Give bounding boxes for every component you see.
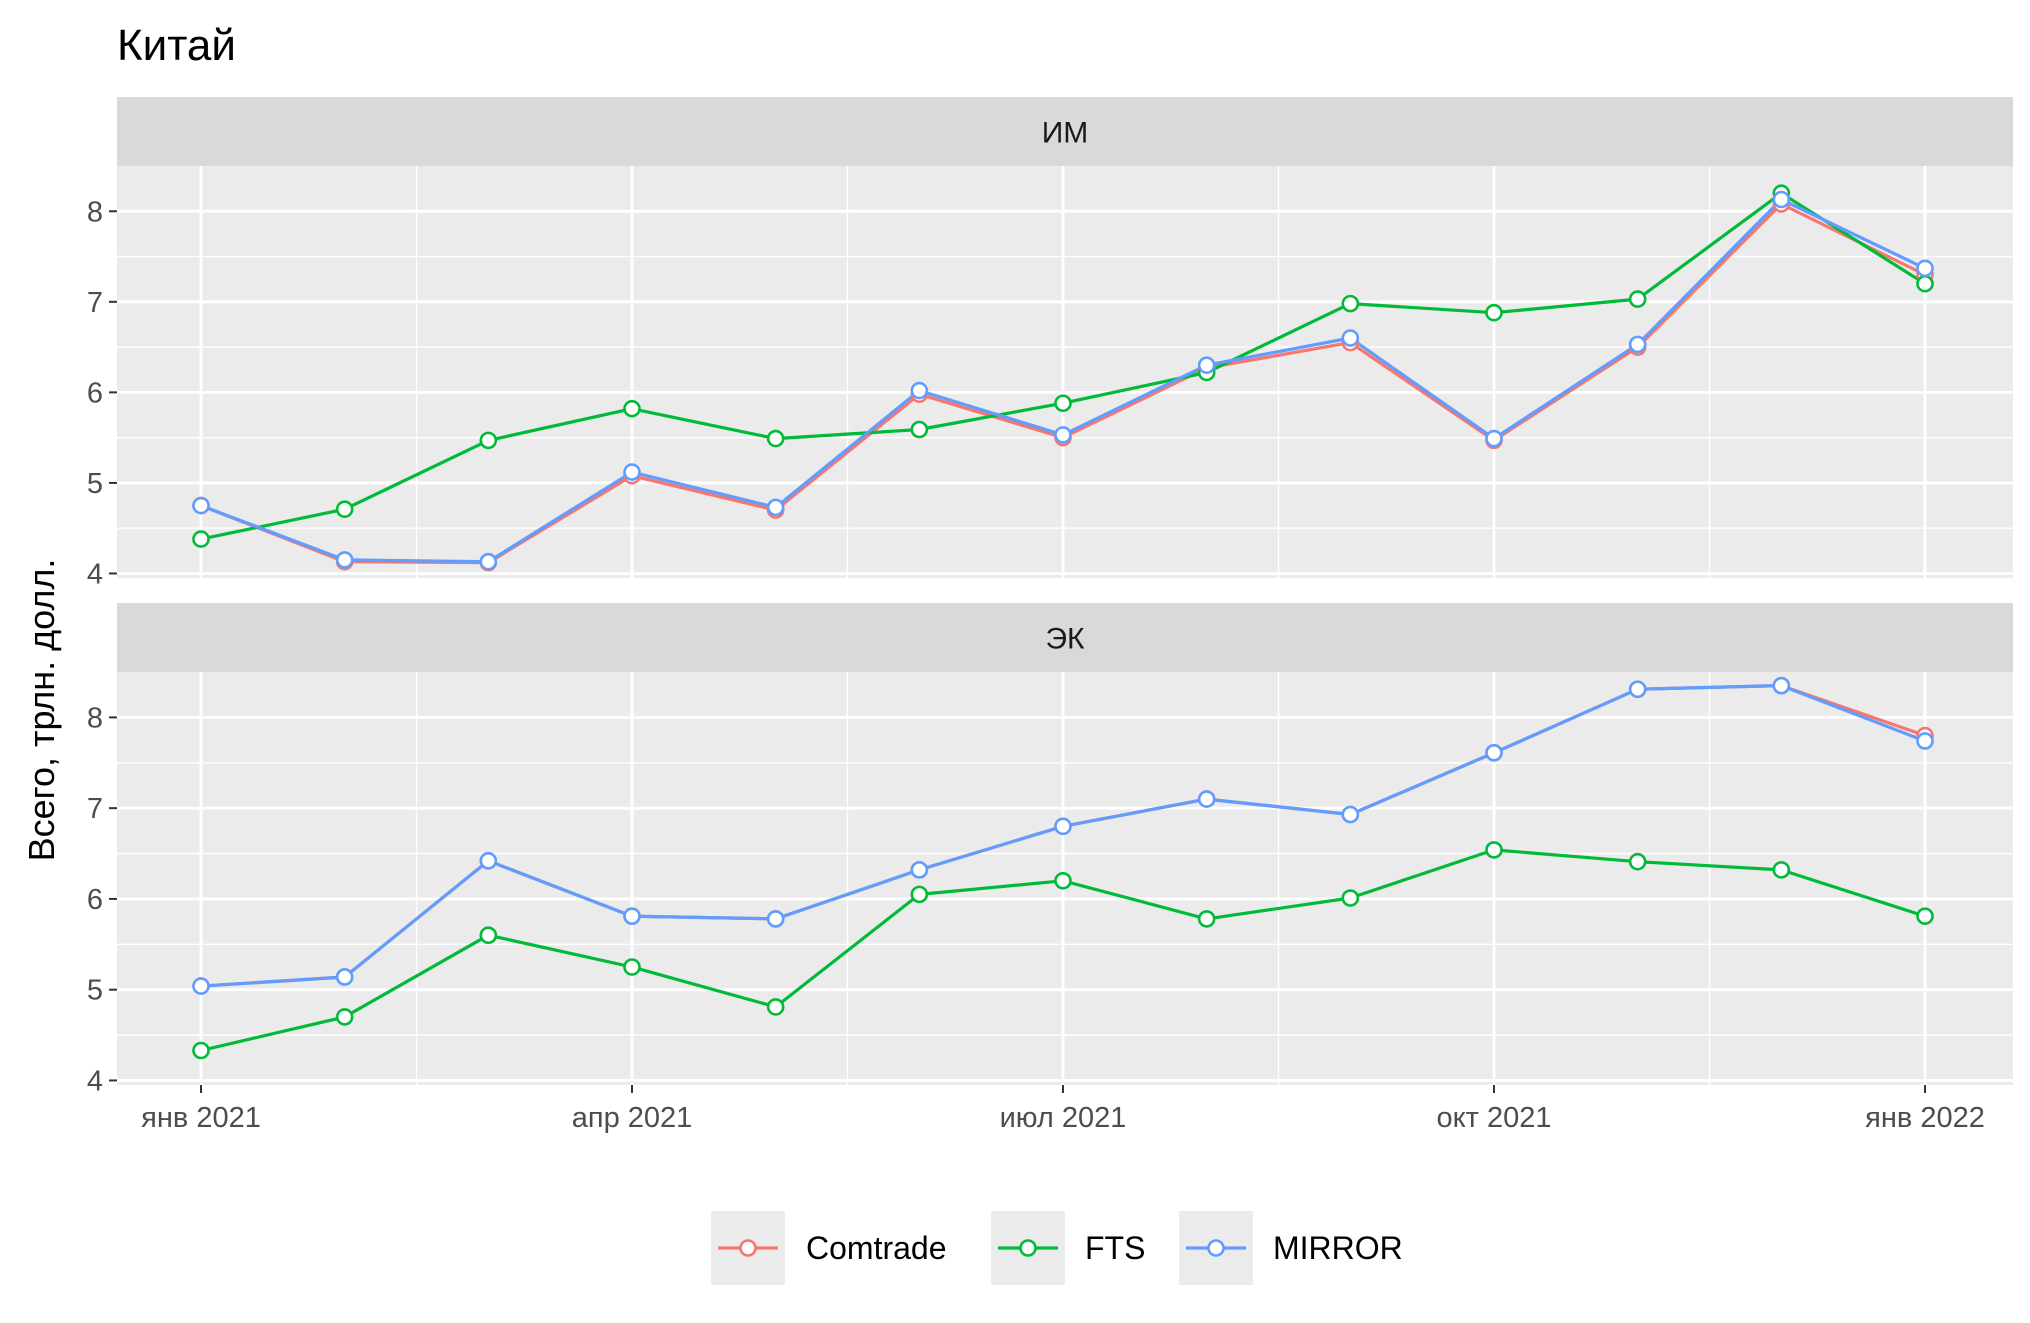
data-point-fts bbox=[1916, 274, 1934, 293]
legend-label: MIRROR bbox=[1273, 1230, 1403, 1266]
data-point-mirror bbox=[1054, 817, 1072, 836]
legend-label: FTS bbox=[1085, 1230, 1145, 1266]
data-point-mirror bbox=[1772, 676, 1791, 695]
y-tick-label: 8 bbox=[87, 196, 103, 228]
panel-strip-label: ИМ bbox=[1042, 117, 1089, 150]
data-point-mirror bbox=[623, 463, 641, 481]
x-tick-label: июл 2021 bbox=[1000, 1102, 1127, 1134]
data-point-mirror bbox=[1054, 426, 1072, 444]
data-point-mirror bbox=[335, 968, 354, 986]
y-tick-label: 5 bbox=[87, 468, 103, 500]
data-point-mirror bbox=[335, 551, 354, 569]
data-point-fts bbox=[623, 399, 641, 418]
data-point-fts bbox=[1916, 907, 1934, 925]
data-point-mirror bbox=[766, 910, 785, 928]
data-point-fts bbox=[1054, 871, 1072, 890]
legend-label: Comtrade bbox=[806, 1230, 947, 1266]
data-point-fts bbox=[1772, 861, 1791, 879]
data-point-fts bbox=[766, 429, 785, 448]
y-tick-label: 6 bbox=[87, 884, 103, 916]
data-point-mirror bbox=[479, 552, 498, 571]
panel-background bbox=[117, 166, 2013, 578]
x-tick-label: янв 2022 bbox=[1865, 1102, 1985, 1134]
legend-key-point bbox=[739, 1239, 757, 1257]
data-point-mirror bbox=[1341, 329, 1360, 347]
x-tick-label: окт 2021 bbox=[1437, 1102, 1552, 1134]
data-point-fts bbox=[192, 1041, 210, 1060]
data-point-fts bbox=[335, 500, 354, 518]
panel-1: ИМ 4 5 6 7 8 bbox=[87, 97, 2013, 590]
data-point-mirror bbox=[192, 977, 210, 995]
panel-strip bbox=[117, 97, 2013, 166]
data-point-mirror bbox=[623, 907, 641, 925]
data-point-mirror bbox=[910, 861, 929, 879]
legend-item-comtrade: Comtrade bbox=[711, 1211, 947, 1285]
legend-item-mirror: MIRROR bbox=[1179, 1211, 1403, 1285]
data-point-fts bbox=[192, 530, 210, 548]
data-point-fts bbox=[623, 958, 641, 976]
x-tick-label: янв 2021 bbox=[141, 1102, 261, 1134]
data-point-mirror bbox=[479, 851, 498, 870]
legend-key-point bbox=[1019, 1239, 1037, 1257]
data-point-fts bbox=[1054, 394, 1072, 413]
data-point-mirror bbox=[910, 381, 929, 400]
panel-2: ЭК 4 5 6 7 8 bbox=[87, 603, 2013, 1097]
data-point-fts bbox=[1197, 910, 1216, 928]
chart-title: Китай bbox=[117, 21, 236, 70]
data-point-fts bbox=[1341, 889, 1360, 907]
y-tick-label: 7 bbox=[87, 287, 103, 319]
y-tick-label: 5 bbox=[87, 975, 103, 1007]
data-point-fts bbox=[335, 1008, 354, 1026]
panels: ИМ 4 5 6 7 8 ЭК 4 5 6 7 8 bbox=[87, 97, 2013, 1097]
x-axis: янв 2021 апр 2021 июл 2021 окт 2021 янв 2022 bbox=[141, 1085, 1985, 1134]
data-point-mirror bbox=[1197, 356, 1216, 375]
data-point-mirror bbox=[1772, 190, 1791, 209]
legend: Comtrade FTS MIRROR bbox=[711, 1211, 1403, 1285]
y-tick-label: 4 bbox=[87, 558, 103, 590]
data-point-mirror bbox=[1628, 335, 1647, 354]
legend-item-fts: FTS bbox=[991, 1211, 1145, 1285]
data-point-fts bbox=[1628, 852, 1647, 871]
data-point-mirror bbox=[1916, 259, 1934, 278]
data-point-mirror bbox=[1485, 743, 1503, 762]
data-point-fts bbox=[910, 885, 929, 904]
data-point-fts bbox=[766, 998, 785, 1016]
y-tick-label: 4 bbox=[87, 1065, 103, 1097]
data-point-mirror bbox=[192, 496, 210, 515]
panel-strip bbox=[117, 603, 2013, 672]
data-point-fts bbox=[1341, 294, 1360, 313]
data-point-mirror bbox=[1485, 429, 1503, 448]
data-point-fts bbox=[1485, 303, 1503, 322]
y-tick-label: 6 bbox=[87, 377, 103, 409]
data-point-mirror bbox=[766, 498, 785, 517]
y-tick-label: 7 bbox=[87, 793, 103, 825]
data-point-fts bbox=[1485, 841, 1503, 859]
legend-key-point bbox=[1207, 1239, 1225, 1257]
y-axis-title: Всего, трлн. долл. bbox=[21, 559, 62, 862]
panel-strip-label: ЭК bbox=[1045, 623, 1085, 656]
y-tick-label: 8 bbox=[87, 702, 103, 734]
x-tick-label: апр 2021 bbox=[572, 1102, 693, 1134]
data-point-mirror bbox=[1341, 805, 1360, 824]
data-point-mirror bbox=[1628, 680, 1647, 699]
data-point-mirror bbox=[1197, 790, 1216, 808]
data-point-fts bbox=[1628, 290, 1647, 308]
data-point-fts bbox=[479, 431, 498, 450]
data-point-fts bbox=[479, 926, 498, 945]
data-point-fts bbox=[910, 420, 929, 439]
data-point-mirror bbox=[1916, 732, 1934, 750]
